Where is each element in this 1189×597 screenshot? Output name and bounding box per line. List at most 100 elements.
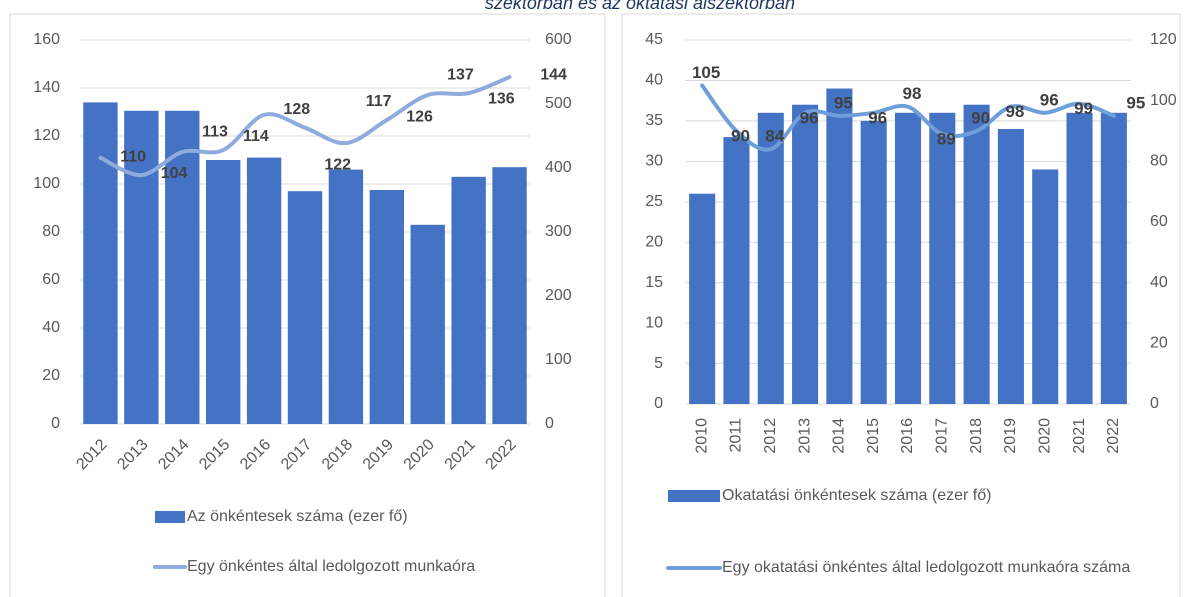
y-tick-label: 45 — [645, 31, 663, 48]
y-tick-label: 20 — [42, 367, 60, 384]
chart-frame — [9, 13, 606, 597]
x-tick-label: 2016 — [237, 436, 274, 473]
legend-swatch — [155, 511, 185, 523]
data-label: 96 — [800, 108, 819, 127]
legend-swatch — [668, 490, 720, 502]
y2-tick-label: 300 — [545, 223, 572, 240]
x-tick-label: 2013 — [796, 418, 813, 454]
x-tick-label: 2012 — [73, 436, 110, 473]
y-tick-label: 0 — [51, 415, 60, 432]
annotation: 144 — [540, 66, 567, 83]
y2-tick-label: 80 — [1150, 153, 1168, 170]
bar — [689, 193, 716, 404]
bar — [124, 110, 159, 425]
bar — [492, 167, 527, 424]
legend-label: Okatatási önkéntesek száma (ezer fő) — [722, 487, 992, 504]
annotation: 117 — [366, 93, 392, 110]
line — [98, 75, 512, 178]
annotation: 126 — [406, 108, 433, 125]
y2-tick-label: 600 — [545, 31, 572, 48]
bar — [963, 104, 990, 404]
bar — [206, 160, 241, 424]
data-label: 90 — [731, 126, 750, 145]
x-tick-label: 2015 — [196, 436, 233, 473]
data-label: 105 — [692, 63, 720, 82]
annotation: 104 — [161, 165, 188, 182]
data-label: 90 — [971, 108, 990, 127]
annotation: 122 — [324, 156, 351, 173]
bar — [757, 112, 784, 405]
bar — [1032, 169, 1059, 404]
bar — [826, 88, 853, 405]
y2-tick-label: 0 — [545, 415, 554, 432]
data-label: 98 — [1005, 102, 1024, 121]
y-tick-label: 120 — [33, 127, 60, 144]
x-tick-label: 2012 — [762, 418, 779, 454]
y-tick-label: 15 — [645, 274, 663, 291]
x-tick-label: 2020 — [401, 436, 438, 473]
x-tick-label: 2014 — [831, 418, 848, 454]
y2-tick-label: 200 — [545, 287, 572, 304]
y-tick-label: 100 — [33, 175, 60, 192]
legend-label: Egy önkéntes által ledolgozott munkaóra — [187, 558, 476, 575]
annotation: 137 — [447, 66, 474, 83]
data-label: 89 — [937, 130, 956, 149]
x-tick-label: 2021 — [1071, 418, 1088, 454]
annotation: 110 — [120, 148, 146, 165]
chart-frame — [621, 13, 1181, 597]
bar — [246, 157, 282, 424]
y-tick-label: 140 — [33, 79, 60, 96]
annotation: 136 — [488, 90, 515, 107]
bar — [929, 112, 956, 405]
bar — [1066, 112, 1093, 405]
y2-tick-label: 60 — [1150, 213, 1168, 230]
y-tick-label: 160 — [33, 31, 60, 48]
y-tick-label: 25 — [645, 193, 663, 210]
annotation: 114 — [243, 128, 269, 145]
bar — [1100, 112, 1127, 405]
y-tick-label: 20 — [645, 233, 663, 250]
y-tick-label: 80 — [42, 223, 60, 240]
legend-label: Egy okatatási önkéntes által ledolgozott… — [722, 559, 1131, 576]
y-tick-label: 5 — [654, 355, 663, 372]
y2-tick-label: 120 — [1150, 31, 1177, 48]
data-label: 84 — [765, 127, 784, 146]
x-tick-label: 2018 — [968, 418, 985, 454]
bar — [792, 104, 819, 404]
bar — [328, 169, 364, 424]
x-tick-label: 2021 — [442, 436, 479, 473]
y-tick-label: 30 — [645, 153, 663, 170]
y-tick-label: 0 — [654, 395, 663, 412]
x-tick-label: 2022 — [1105, 418, 1122, 454]
annotation: 113 — [202, 123, 228, 140]
y2-tick-label: 20 — [1150, 335, 1168, 352]
bar — [83, 102, 118, 425]
x-tick-label: 2017 — [278, 436, 315, 473]
x-tick-label: 2016 — [899, 418, 916, 454]
legend-label: Az önkéntesek száma (ezer fő) — [187, 508, 408, 525]
x-tick-label: 2014 — [155, 436, 192, 473]
y-tick-label: 35 — [645, 112, 663, 129]
x-tick-label: 2022 — [483, 436, 520, 473]
x-tick-label: 2013 — [114, 436, 151, 473]
data-label: 96 — [868, 108, 887, 127]
line — [700, 83, 1116, 152]
data-label: 98 — [903, 84, 922, 103]
bar — [860, 120, 887, 404]
data-label: 95 — [834, 93, 853, 112]
title: szektorban és az oktatási alszektorban — [485, 0, 795, 13]
data-label: 99 — [1074, 99, 1093, 118]
y2-tick-label: 40 — [1150, 274, 1168, 291]
y2-tick-label: 100 — [545, 351, 572, 368]
y-tick-label: 40 — [42, 319, 60, 336]
y-tick-label: 60 — [42, 271, 60, 288]
y2-tick-label: 100 — [1150, 92, 1177, 109]
y-tick-label: 10 — [645, 314, 663, 331]
annotation: 128 — [283, 101, 310, 118]
bar — [723, 137, 750, 405]
x-tick-label: 2011 — [728, 418, 745, 453]
bar — [165, 110, 200, 425]
bar — [369, 190, 404, 424]
